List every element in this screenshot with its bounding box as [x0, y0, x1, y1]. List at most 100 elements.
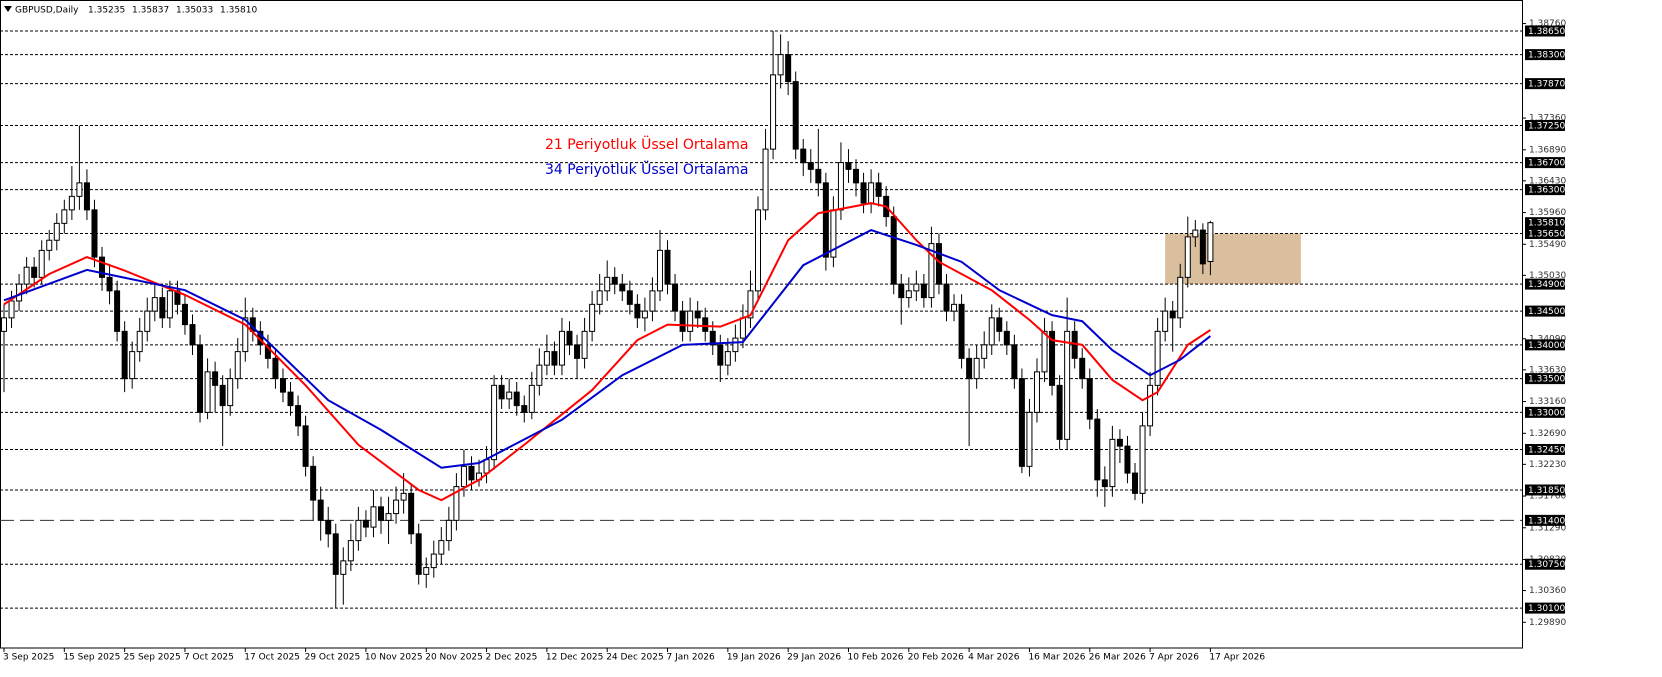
candle-body	[295, 405, 302, 427]
x-tick-label: 20 Feb 2026	[908, 653, 964, 663]
y-tick-label: 1.37360	[1529, 114, 1566, 124]
candle-body	[868, 182, 875, 204]
candle-body	[951, 303, 958, 312]
level-box	[1525, 443, 1565, 455]
x-tick-label: 12 Dec 2025	[546, 653, 604, 663]
candle-body	[287, 391, 294, 407]
level-box	[1525, 157, 1565, 169]
candle-body	[38, 249, 45, 278]
candle-body	[672, 283, 679, 312]
level-box	[1525, 227, 1565, 239]
candle-body	[943, 283, 950, 312]
candle-body	[204, 371, 211, 413]
candle-body	[1, 317, 7, 332]
candle-body	[566, 330, 573, 346]
candle-body	[807, 162, 814, 170]
ema-line	[3, 229, 1212, 469]
candle-body	[724, 351, 731, 366]
candle-body	[1003, 330, 1010, 346]
candle-body	[1116, 438, 1123, 447]
candle-body	[227, 378, 234, 407]
candle-body	[99, 256, 106, 278]
y-tick-label: 1.35490	[1529, 240, 1566, 250]
candle-body	[815, 168, 822, 184]
candle-body	[1199, 229, 1206, 265]
candle-body	[762, 148, 769, 211]
candle-body	[408, 492, 415, 535]
candle-body	[378, 506, 384, 521]
candle-body	[981, 344, 988, 359]
header-value: 1.35810	[220, 6, 257, 16]
candle-body	[777, 54, 784, 76]
x-tick-label: 4 Mar 2026	[968, 653, 1020, 663]
candle-body	[770, 74, 777, 150]
candle-body	[626, 290, 633, 305]
level-box	[1525, 49, 1565, 61]
candle-body	[166, 290, 173, 319]
candle-body	[151, 297, 158, 312]
level-label: 1.33500	[1528, 375, 1565, 385]
candle-body	[1184, 236, 1191, 278]
candle-body	[574, 344, 581, 359]
x-tick-label: 7 Jan 2026	[667, 653, 715, 663]
candle-body	[747, 290, 754, 319]
candle-body	[966, 357, 973, 380]
candle-body	[1056, 384, 1063, 440]
candle-body	[1154, 330, 1161, 386]
ema-annotation: 34 Periyotluk Üssel Ortalama	[545, 160, 748, 178]
ema-annotation: 21 Periyotluk Üssel Ortalama	[545, 135, 748, 153]
candle-body	[189, 324, 196, 346]
candle-body	[144, 310, 151, 332]
candle-body	[604, 276, 611, 292]
candle-body	[370, 506, 377, 528]
candle-body	[483, 459, 490, 474]
level-box	[1525, 184, 1565, 196]
level-label: 1.38650	[1528, 27, 1565, 37]
candle-body	[53, 222, 60, 241]
level-box	[1525, 339, 1565, 351]
x-tick-label: 16 Mar 2026	[1028, 653, 1085, 663]
candle-body	[619, 283, 626, 292]
candle-body	[1124, 445, 1131, 474]
candle-body	[558, 330, 565, 366]
candle-body	[687, 310, 694, 332]
candle-body	[898, 283, 905, 299]
candle-body	[1192, 229, 1199, 238]
y-tick-label: 1.31290	[1529, 523, 1566, 533]
level-box	[1525, 305, 1565, 317]
candle-body	[1079, 357, 1086, 380]
candle-body	[656, 249, 663, 292]
candle-body	[589, 303, 596, 332]
candle-body	[928, 243, 935, 299]
candle-body	[31, 266, 38, 278]
candle-body	[536, 364, 543, 386]
candle-body	[543, 351, 550, 366]
candle-body	[1177, 276, 1184, 319]
candle-body	[310, 465, 317, 501]
candle-body	[988, 317, 995, 346]
candle-body	[347, 540, 354, 562]
candle-body	[732, 337, 739, 353]
candle-body	[845, 162, 852, 170]
candle-body	[664, 249, 671, 285]
candle-body	[1162, 310, 1169, 332]
candle-body	[1094, 418, 1101, 481]
candle-body	[76, 182, 83, 197]
candle-body	[272, 357, 279, 380]
candle-body	[385, 513, 392, 521]
candle-body	[958, 303, 965, 359]
candle-body	[634, 303, 641, 319]
candle-body	[528, 384, 535, 413]
level-box	[1525, 602, 1565, 614]
y-tick-label: 1.33160	[1529, 397, 1566, 407]
y-tick-label: 1.30360	[1529, 586, 1566, 596]
candle-body	[890, 216, 897, 285]
candle-body	[114, 290, 121, 332]
candle-body	[415, 533, 422, 575]
x-tick-label: 29 Jan 2026	[787, 653, 841, 663]
candle-body	[61, 209, 68, 224]
candle-body	[438, 540, 445, 555]
level-label: 1.38300	[1528, 51, 1565, 61]
x-tick-label: 10 Feb 2026	[847, 653, 903, 663]
